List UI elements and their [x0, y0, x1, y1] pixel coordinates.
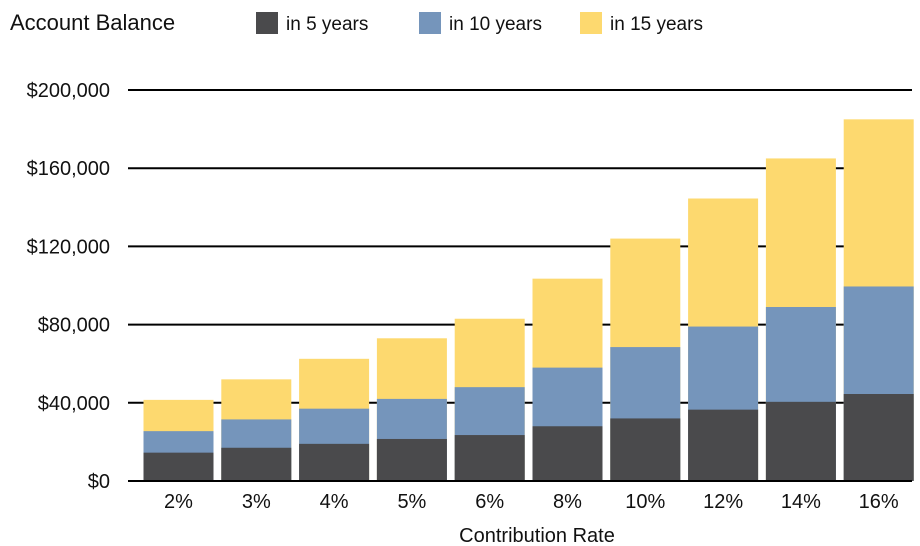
- y-tick-label: $120,000: [27, 236, 110, 258]
- x-tick-label: 5%: [397, 491, 426, 513]
- bar-3pct-in-5-years: [221, 447, 292, 481]
- y-tick-label: $80,000: [38, 315, 110, 337]
- y-tick-label: $40,000: [38, 393, 110, 415]
- x-axis-tick-labels: 2% 3% 4% 5% 6% 8% 10% 12% 14% 16%: [164, 491, 899, 513]
- legend-label: in 15 years: [610, 14, 703, 35]
- legend-swatch: [419, 12, 441, 34]
- chart-title: Account Balance: [10, 10, 175, 35]
- stacked-bars: [128, 119, 914, 482]
- legend-swatch: [256, 12, 278, 34]
- y-tick-label: $160,000: [27, 158, 110, 180]
- y-tick-label: $200,000: [27, 80, 110, 102]
- bar-8pct-in-5-years: [532, 426, 603, 481]
- bar-6pct-in-5-years: [454, 435, 525, 481]
- bar-16pct-in-5-years: [843, 394, 914, 481]
- x-tick-label: 2%: [164, 491, 193, 513]
- x-tick-label: 4%: [320, 491, 349, 513]
- x-tick-label: 3%: [242, 491, 271, 513]
- x-tick-label: 16%: [859, 491, 899, 513]
- x-tick-label: 14%: [781, 491, 821, 513]
- legend-swatch: [580, 12, 602, 34]
- bar-14pct-in-5-years: [765, 401, 836, 481]
- y-tick-label: $0: [88, 471, 110, 493]
- legend-label: in 5 years: [286, 14, 368, 35]
- legend: in 5 years in 10 years in 15 years: [256, 12, 703, 35]
- x-tick-label: 8%: [553, 491, 582, 513]
- x-tick-label: 10%: [625, 491, 665, 513]
- x-axis-label: Contribution Rate: [459, 525, 615, 546]
- bar-12pct-in-5-years: [688, 409, 759, 481]
- bar-2pct-in-5-years: [143, 452, 214, 481]
- x-tick-label: 12%: [703, 491, 743, 513]
- y-axis-tick-labels: $0 $40,000 $80,000 $120,000 $160,000 $200,000: [27, 80, 110, 493]
- bar-10pct-in-5-years: [610, 418, 681, 481]
- bar-5pct-in-5-years: [376, 438, 447, 481]
- x-tick-label: 6%: [475, 491, 504, 513]
- bar-4pct-in-5-years: [299, 443, 370, 481]
- legend-label: in 10 years: [449, 14, 542, 35]
